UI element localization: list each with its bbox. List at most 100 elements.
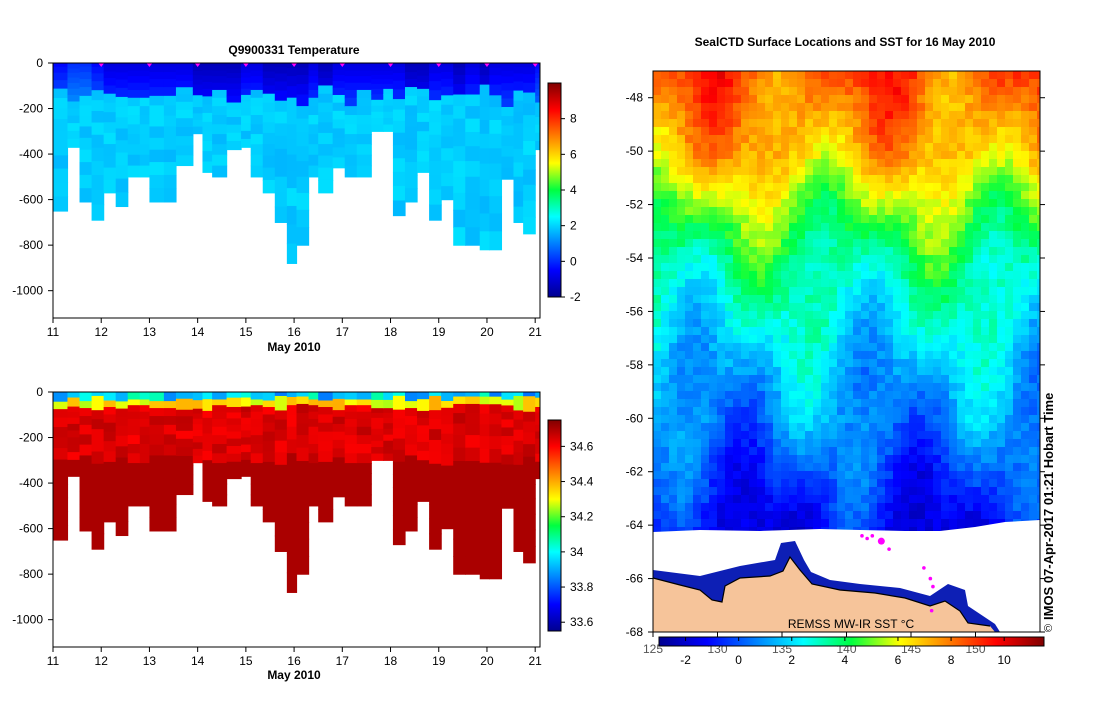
sst-cell: [653, 487, 662, 496]
sst-cell: [797, 447, 806, 456]
sst-cell: [1037, 223, 1040, 232]
sst-cell: [861, 359, 870, 368]
sst-cell: [941, 503, 950, 512]
sst-cell: [797, 319, 806, 328]
sst-cell: [877, 351, 886, 360]
sst-cell: [949, 303, 958, 312]
sst-cell: [853, 423, 862, 432]
salinity-cell: [489, 392, 503, 398]
sst-cell: [661, 487, 670, 496]
colorbar-tick-label: -2: [570, 290, 581, 304]
sst-cell: [773, 311, 782, 320]
sst-cell: [757, 303, 766, 312]
sst-cell: [741, 199, 750, 208]
sst-cell: [1005, 367, 1014, 376]
sst-cell: [829, 167, 838, 176]
sst-cell: [829, 511, 838, 520]
salinity-cell: [91, 395, 105, 403]
sst-cell: [1037, 423, 1040, 432]
salinity-cell: [212, 463, 228, 474]
sst-cell: [725, 311, 734, 320]
sst-cell: [885, 231, 894, 240]
sst-cell: [1021, 71, 1030, 80]
sst-cell: [789, 327, 798, 336]
colorbar-tick-label: 34.6: [570, 439, 594, 453]
sst-cell: [693, 479, 702, 488]
sst-cell: [1029, 199, 1038, 208]
salinity-cell: [392, 402, 406, 411]
temperature-cell: [318, 112, 334, 123]
sst-cell: [693, 143, 702, 152]
salinity-cell: [344, 411, 358, 420]
sst-cell: [941, 191, 950, 200]
sst-cell: [885, 391, 894, 400]
sst-cell: [861, 335, 870, 344]
sst-cell: [893, 71, 902, 80]
x-tick-label: 15: [239, 325, 253, 339]
sst-cell: [869, 199, 878, 208]
sst-cell: [805, 471, 814, 480]
sst-cell: [765, 303, 774, 312]
salinity-cell: [250, 394, 264, 401]
sst-cell: [661, 271, 670, 280]
sst-cell: [773, 511, 782, 520]
temperature-cell: [489, 148, 503, 165]
sst-cell: [957, 303, 966, 312]
temperature-cell: [392, 73, 406, 82]
sst-cell: [1005, 487, 1014, 496]
sst-cell: [901, 175, 910, 184]
sst-cell: [901, 103, 910, 112]
salinity-cell: [371, 399, 384, 405]
sst-cell: [757, 207, 766, 216]
sst-cell: [757, 263, 766, 272]
sst-cell: [709, 263, 718, 272]
temperature-cell: [489, 67, 503, 76]
sst-cell: [845, 399, 854, 408]
sst-cell: [685, 223, 694, 232]
salinity-cell: [53, 401, 69, 410]
sst-cell: [949, 191, 958, 200]
sst-cell: [717, 471, 726, 480]
temperature-cell: [79, 79, 93, 88]
sst-cell: [765, 111, 774, 120]
salinity-cell: [465, 461, 481, 476]
salinity-cell: [453, 413, 466, 425]
sst-cell: [661, 375, 670, 384]
sst-cell: [685, 175, 694, 184]
sst-cell: [749, 303, 758, 312]
sst-cell: [989, 415, 998, 424]
salinity-cell: [175, 398, 194, 405]
sst-cell: [797, 223, 806, 232]
salinity-cell: [513, 535, 524, 552]
sst-cell: [757, 191, 766, 200]
sst-cell: [789, 215, 798, 224]
sst-cell: [653, 383, 662, 392]
sst-cell: [909, 191, 918, 200]
temperature-cell: [465, 94, 481, 107]
sst-cell: [1005, 311, 1014, 320]
sst-cell: [997, 351, 1006, 360]
salinity-cell: [501, 399, 515, 407]
sst-cell: [861, 423, 870, 432]
sst-cell: [893, 503, 902, 512]
sst-cell: [861, 447, 870, 456]
sst-cell: [901, 463, 910, 472]
sst-cell: [653, 191, 662, 200]
temperature-cell: [453, 106, 466, 120]
sst-cell: [989, 103, 998, 112]
sst-cell: [989, 175, 998, 184]
sst-cell: [853, 503, 862, 512]
salinity-cell: [356, 418, 372, 428]
sst-cell: [765, 247, 774, 256]
temperature-cell: [344, 144, 358, 156]
temperature-cell: [212, 106, 228, 116]
salinity-cell: [103, 496, 117, 510]
sst-cell: [725, 143, 734, 152]
sst-cell: [773, 367, 782, 376]
sst-cell: [973, 247, 982, 256]
sst-cell: [677, 519, 686, 528]
sst-cell: [909, 463, 918, 472]
sst-cell: [797, 215, 806, 224]
sst-cell: [701, 151, 710, 160]
sst-cell: [1029, 143, 1038, 152]
